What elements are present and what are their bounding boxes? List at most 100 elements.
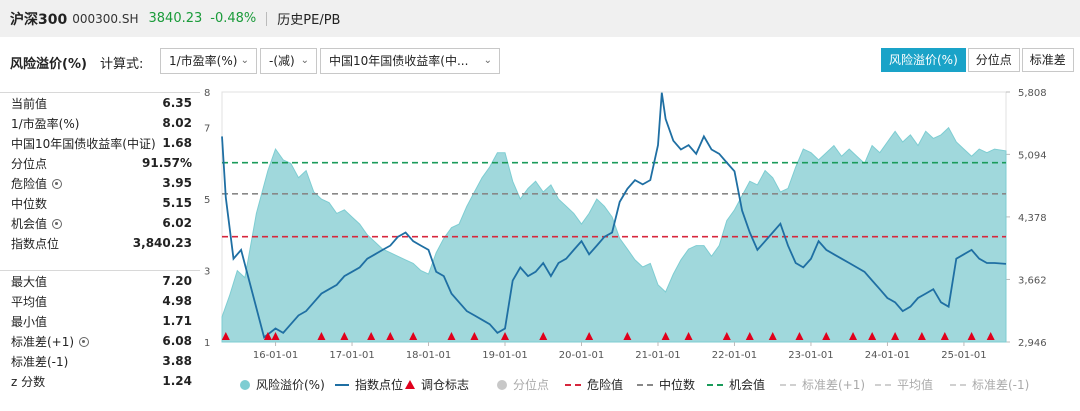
stat-value: 8.02	[162, 116, 192, 130]
stat-value: 6.08	[162, 334, 192, 348]
legend-item[interactable]: 调仓标志	[405, 376, 469, 393]
stat-label-text: 中国10年国债收益率(中证)	[11, 136, 156, 151]
rebalance-marker	[849, 332, 858, 340]
rebalance-marker	[917, 332, 926, 340]
legend-label: 标准差(+1)	[802, 378, 866, 392]
stat-label-text: 最小值	[11, 314, 48, 329]
legend-marker-icon	[405, 380, 415, 389]
operator-select-value: -(减)	[269, 54, 295, 68]
stat-value: 7.20	[162, 274, 192, 288]
stat-label: 当前值	[11, 95, 47, 112]
y-right-tick-label: 3,662	[1018, 275, 1047, 286]
legend-marker-icon	[335, 383, 349, 386]
stat-row: 中国10年国债收益率(中证) 1.68	[0, 133, 200, 153]
numerator-select[interactable]: 1/市盈率(%) ⌄	[160, 48, 257, 74]
stat-row: 1/市盈率(%) 8.02	[0, 113, 200, 133]
y-left-tick-label: 8	[204, 88, 210, 99]
stat-row: 中位数 5.15	[0, 193, 200, 213]
stat-row: 指数点位 3,840.23	[0, 233, 200, 253]
view-risk-premium-button[interactable]: 风险溢价(%)	[881, 48, 966, 72]
index-code: 000300.SH	[72, 11, 139, 26]
x-tick-label: 21-01-01	[635, 350, 680, 361]
y-right-tick-label: 5,094	[1018, 150, 1047, 161]
legend-item[interactable]: 中位数	[637, 376, 695, 393]
legend-item[interactable]: 指数点位	[335, 376, 403, 393]
rebalance-marker	[409, 332, 418, 340]
stat-label: 中位数	[11, 195, 47, 212]
stat-label-text: 平均值	[11, 294, 48, 309]
risk-premium-area	[221, 126, 1007, 343]
bond-yield-select-value: 中国10年国债收益率(中...	[329, 54, 469, 68]
stat-label: 机会值	[11, 215, 63, 232]
rebalance-marker	[386, 332, 395, 340]
rebalance-marker	[722, 332, 731, 340]
rebalance-marker	[967, 332, 976, 340]
legend-label: 指数点位	[355, 378, 404, 392]
stat-label-text: 分位点	[11, 156, 48, 171]
legend-item[interactable]: 危险值	[565, 376, 623, 393]
stat-value: 1.24	[162, 374, 192, 388]
stat-row: 标准差(-1) 3.88	[0, 351, 200, 371]
gear-icon[interactable]	[52, 218, 63, 229]
y-right-tick-label: 4,378	[1018, 213, 1047, 224]
view-std-dev-button[interactable]: 标准差	[1021, 48, 1074, 72]
tab-historical-pe-pb[interactable]: 历史PE/PB	[277, 13, 341, 28]
stat-row: 平均值 4.98	[0, 291, 200, 311]
rebalance-marker	[868, 332, 877, 340]
legend-label: 机会值	[729, 378, 766, 392]
stat-value: 5.15	[162, 196, 192, 210]
operator-select[interactable]: -(减) ⌄	[260, 48, 317, 74]
rebalance-marker	[745, 332, 754, 340]
rebalance-marker	[501, 332, 510, 340]
legend-item[interactable]: 平均值	[875, 376, 933, 393]
rebalance-marker	[539, 332, 548, 340]
legend-item[interactable]: 风险溢价(%)	[240, 376, 325, 393]
stat-label: 标准差(+1)	[11, 333, 90, 350]
stat-label: z 分数	[11, 373, 45, 390]
index-price: 3840.23	[148, 11, 203, 26]
gear-icon[interactable]	[79, 336, 90, 347]
stat-row: 分位点 91.57%	[0, 153, 200, 173]
y-left-tick-label: 3	[204, 267, 210, 278]
legend-item[interactable]: 机会值	[707, 376, 765, 393]
rebalance-marker	[221, 332, 230, 340]
legend-label: 标准差(-1)	[972, 378, 1030, 392]
stat-row: 机会值 6.02	[0, 213, 200, 233]
view-percentile-button[interactable]: 分位点	[967, 48, 1020, 72]
stat-row: 最大值 7.20	[0, 271, 200, 291]
legend-label: 分位点	[513, 378, 550, 392]
stat-label-text: 危险值	[11, 176, 48, 191]
bond-yield-select[interactable]: 中国10年国债收益率(中... ⌄	[320, 48, 500, 74]
x-tick-label: 16-01-01	[253, 350, 298, 361]
legend-item[interactable]: 标准差(+1)	[780, 376, 865, 393]
stat-label-text: z 分数	[11, 374, 46, 389]
stat-label-text: 当前值	[11, 96, 48, 111]
distribution-stats-group: 最大值 7.20 平均值 4.98 最小值 1.71 标准差(+1) 6.08 标准差(-1) 3…	[0, 270, 200, 391]
rebalance-marker	[470, 332, 479, 340]
metric-title: 风险溢价(%)	[10, 57, 87, 72]
legend-label: 平均值	[897, 378, 934, 392]
legend-item[interactable]: 标准差(-1)	[950, 376, 1029, 393]
y-left-tick-label: 7	[204, 124, 210, 135]
rebalance-marker	[891, 332, 900, 340]
stat-label-text: 中位数	[11, 196, 48, 211]
stat-value: 3,840.23	[132, 236, 192, 250]
rebalance-marker	[684, 332, 693, 340]
rebalance-marker	[263, 332, 272, 340]
legend-item[interactable]: 分位点	[497, 376, 549, 393]
chevron-down-icon: ⌄	[240, 55, 249, 66]
stat-label: 标准差(-1)	[11, 353, 68, 370]
rebalance-marker	[447, 332, 456, 340]
stat-label: 危险值	[11, 175, 63, 192]
index-header-bar: 沪深300 000300.SH 3840.23 -0.48% 历史PE/PB	[0, 0, 1080, 37]
rebalance-marker	[585, 332, 594, 340]
legend-marker-icon	[875, 383, 891, 386]
stat-label-text: 1/市盈率(%)	[11, 116, 80, 131]
risk-premium-chart[interactable]: 8 7 5 3 1 5,808 5,094 4,378 3,662 2,946 16-01-01 17…	[200, 84, 1080, 364]
rebalance-marker	[986, 332, 995, 340]
gear-icon[interactable]	[52, 178, 63, 189]
stat-label: 最小值	[11, 313, 47, 330]
stat-label-text: 标准差(-1)	[11, 354, 69, 369]
stat-label: 中国10年国债收益率(中证)	[11, 135, 156, 152]
current-stats-group: 当前值 6.35 1/市盈率(%) 8.02 中国10年国债收益率(中证) 1.68 分位点…	[0, 92, 200, 253]
